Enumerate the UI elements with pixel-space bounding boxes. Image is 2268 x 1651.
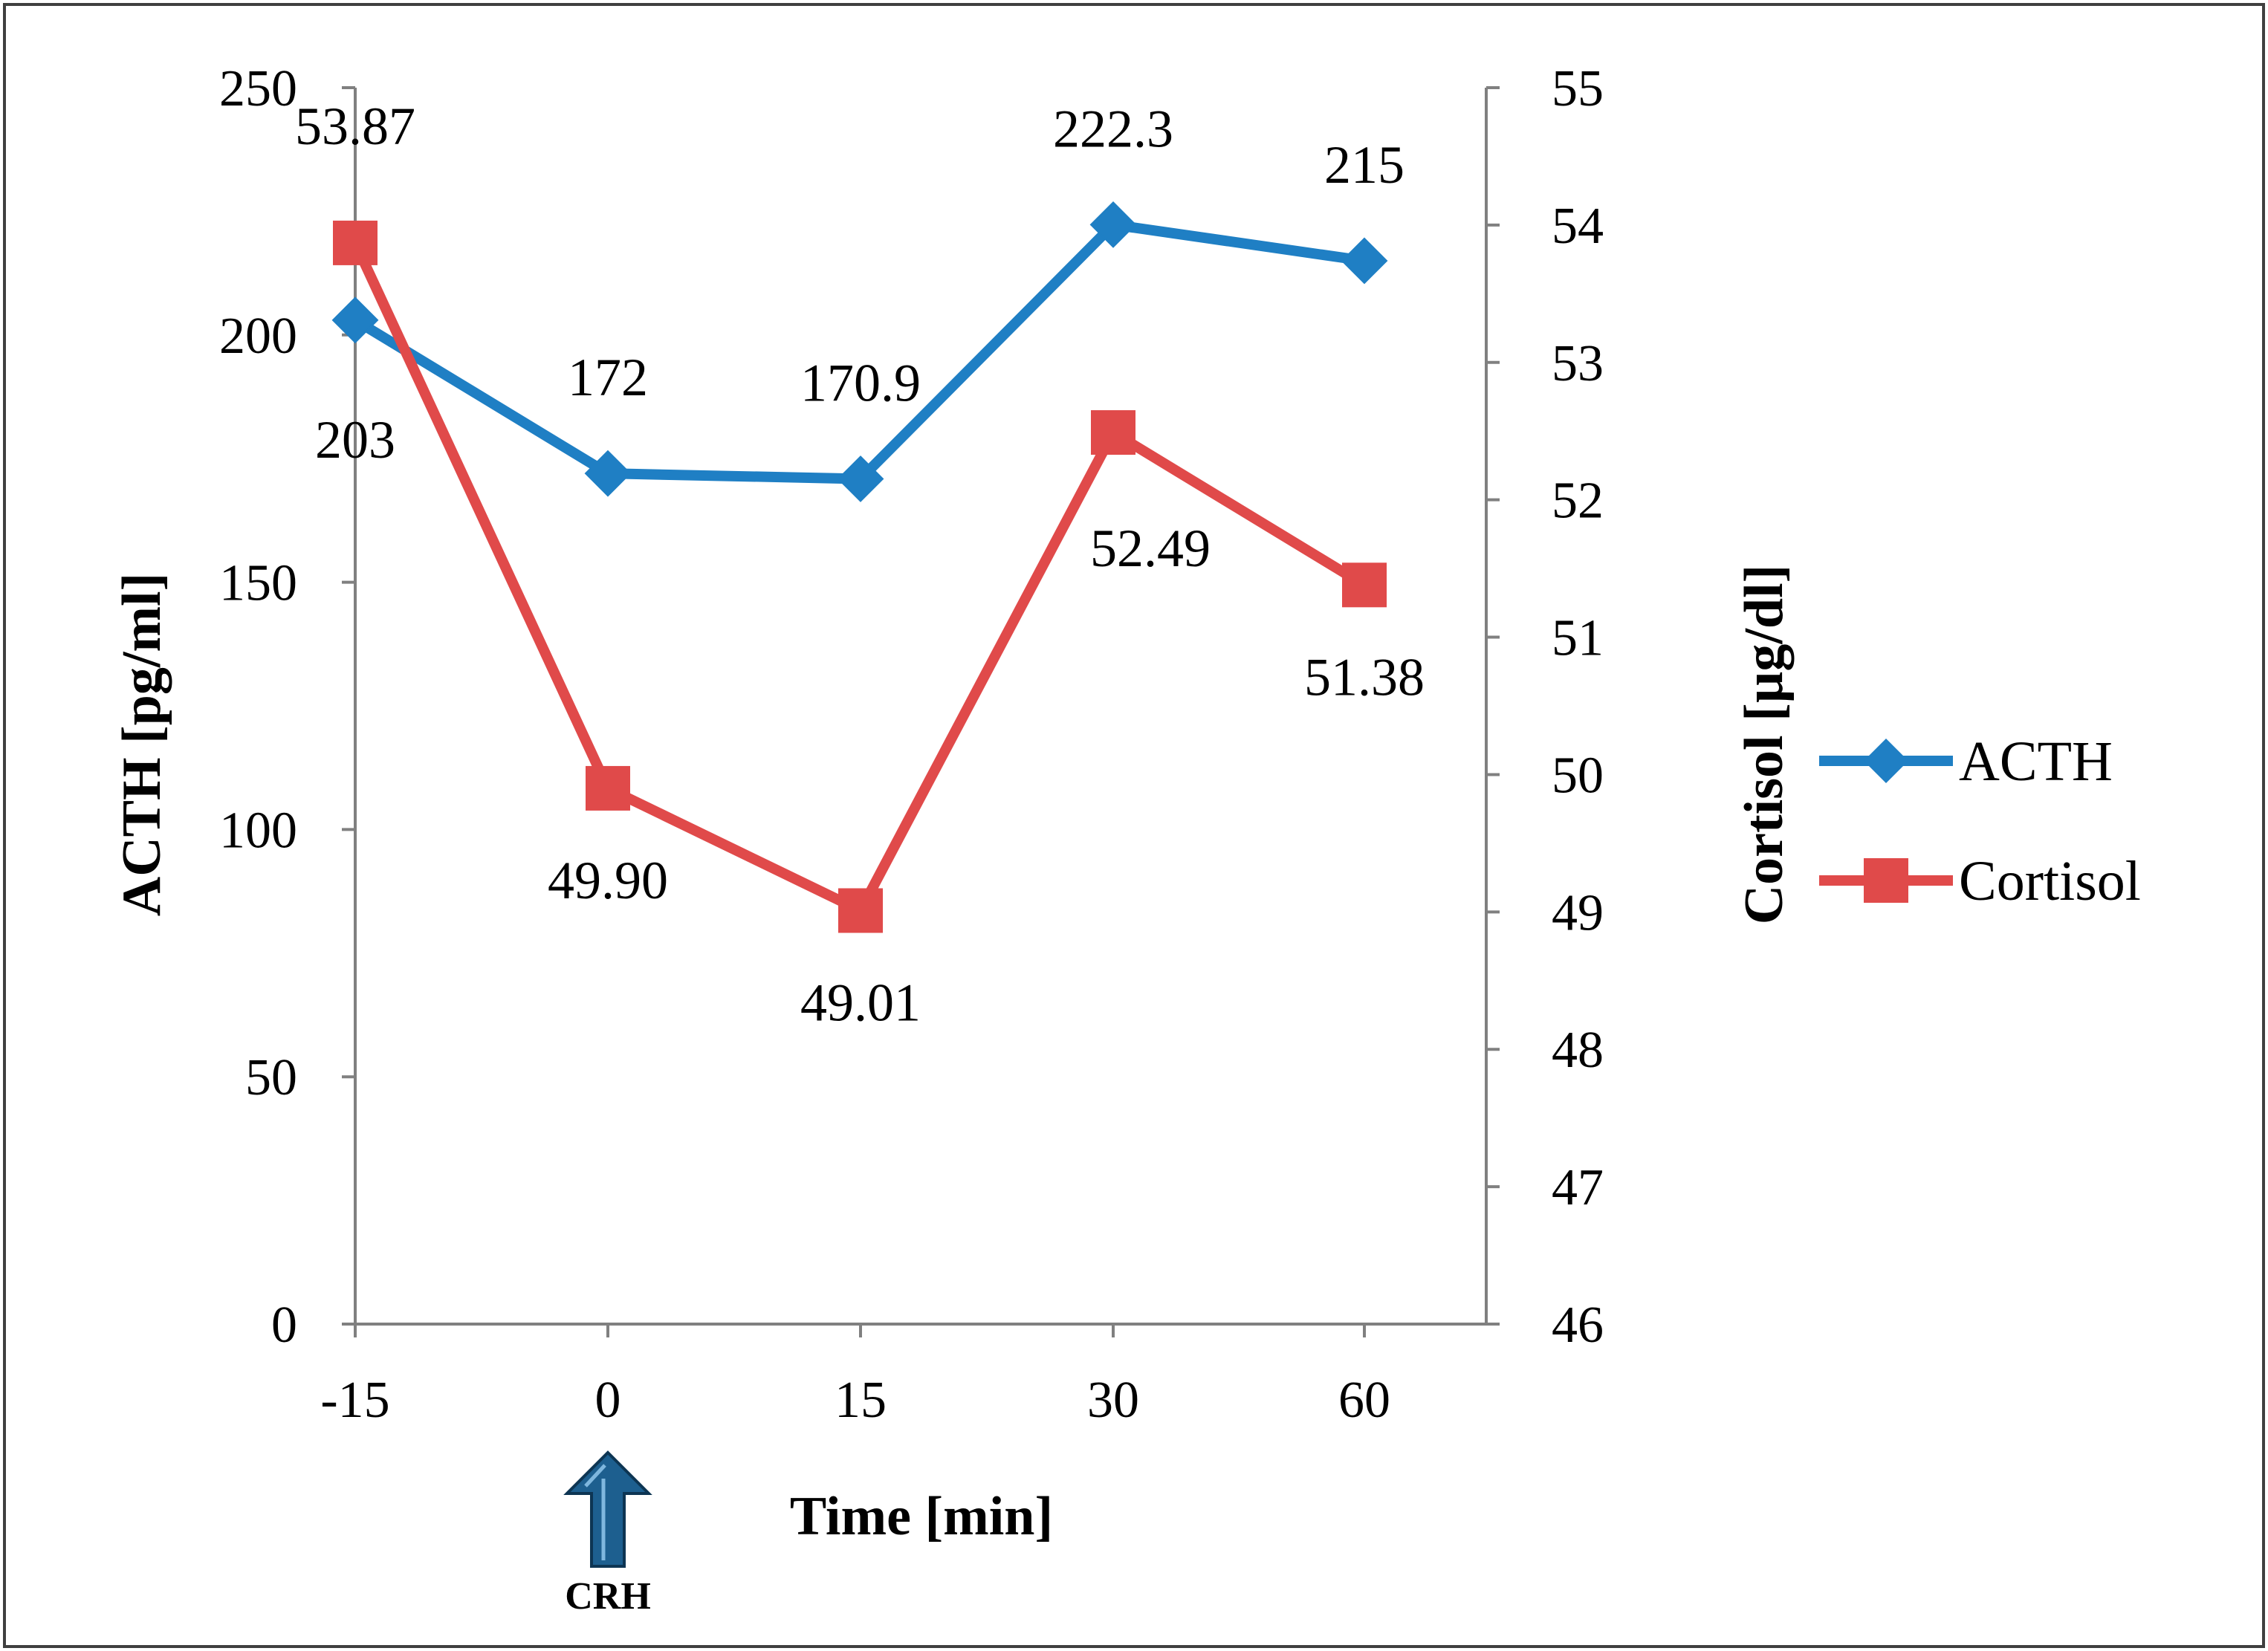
x-tick-label: 15 (835, 1372, 887, 1429)
cortisol-data-label: 49.01 (800, 973, 921, 1032)
cortisol-data-label: 52.49 (1090, 519, 1211, 578)
right-tick-label: 49 (1552, 884, 1604, 941)
y2-axis-title: Cortisol [µg/dl] (1734, 565, 1795, 925)
x-tick-label: 60 (1338, 1372, 1390, 1429)
legend-acth-marker (1864, 739, 1908, 783)
cortisol-data-label: 49.90 (548, 851, 668, 910)
x-axis-ticks: -15 0 15 30 60 (320, 1324, 1390, 1429)
acth-point (1089, 201, 1137, 248)
crh-arrow-icon (563, 1450, 652, 1568)
right-tick-label: 50 (1552, 747, 1604, 804)
chart-frame (3, 3, 2265, 1648)
cortisol-point (1091, 410, 1135, 455)
cortisol-point (333, 220, 378, 265)
left-tick-label: 250 (219, 60, 297, 117)
left-tick-label: 50 (245, 1049, 297, 1106)
legend: ACTH Cortisol (1819, 730, 2141, 912)
acth-data-label: 172 (568, 348, 648, 407)
acth-point (837, 455, 884, 502)
acth-point (1341, 237, 1388, 285)
acth-data-label: 170.9 (800, 353, 921, 412)
right-tick-label: 51 (1552, 610, 1604, 667)
legend-cortisol-label: Cortisol (1959, 850, 2141, 912)
y-axis-title: ACTH [pg/ml] (111, 573, 172, 917)
right-tick-label: 48 (1552, 1022, 1604, 1079)
left-tick-label: 0 (271, 1297, 297, 1354)
data-labels: 203 172 170.9 222.3 215 53.87 49.90 49.01 52.49 5… (295, 97, 1425, 1033)
cortisol-data-label: 53.87 (295, 97, 415, 156)
left-tick-label: 200 (219, 308, 297, 365)
right-tick-label: 47 (1552, 1159, 1604, 1216)
legend-acth-label: ACTH (1959, 730, 2113, 793)
crh-arrow-highlight (584, 1464, 606, 1560)
legend-cortisol-marker (1864, 858, 1908, 903)
right-tick-label: 55 (1552, 60, 1604, 117)
acth-data-label: 222.3 (1053, 99, 1173, 158)
right-axis-ticks: 46 47 48 49 50 51 52 53 54 55 (1486, 60, 1604, 1354)
x-tick-label: -15 (320, 1372, 389, 1429)
left-tick-label: 150 (219, 555, 297, 612)
right-tick-label: 52 (1552, 473, 1604, 530)
acth-point (331, 296, 379, 344)
crh-annotation: CRH (563, 1450, 652, 1618)
crh-label: CRH (565, 1575, 651, 1618)
cortisol-data-label: 51.38 (1304, 647, 1425, 707)
x-tick-label: 30 (1087, 1372, 1139, 1429)
right-tick-label: 53 (1552, 335, 1604, 392)
right-tick-label: 54 (1552, 198, 1604, 255)
right-tick-label: 46 (1552, 1297, 1604, 1354)
cortisol-point (586, 765, 630, 811)
x-axis-title: Time [min] (790, 1486, 1053, 1547)
left-axis-ticks: 0 50 100 150 200 250 (219, 60, 355, 1354)
acth-data-label: 215 (1324, 135, 1404, 195)
cortisol-point (1342, 562, 1387, 608)
acth-data-label: 203 (315, 410, 395, 470)
left-tick-label: 100 (219, 802, 297, 859)
cortisol-point (838, 888, 883, 933)
series-layer (331, 201, 1388, 933)
x-tick-label: 0 (595, 1372, 621, 1429)
acth-point (584, 450, 632, 497)
